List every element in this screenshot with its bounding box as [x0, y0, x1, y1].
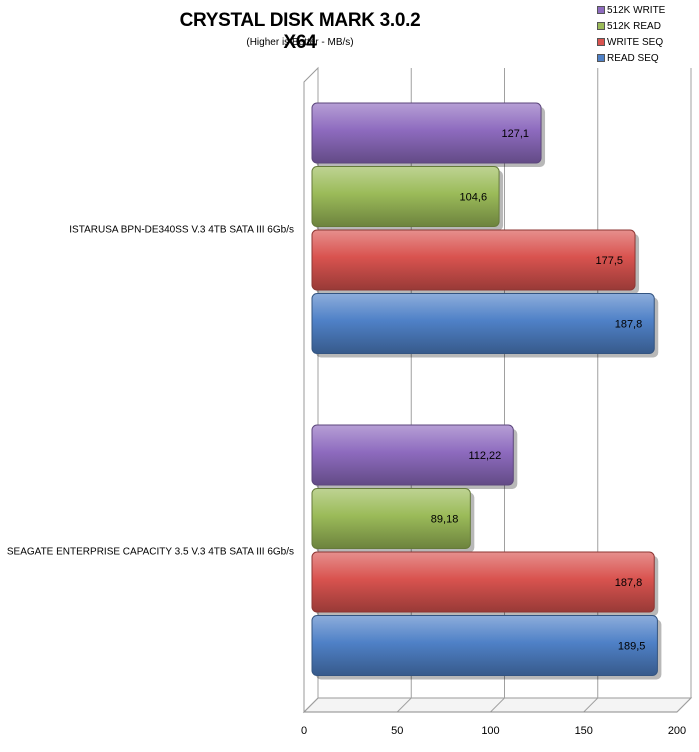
- gridline-floor-200: [676, 697, 692, 713]
- legend: 512K WRITE 512K READ WRITE SEQ READ SEQ: [597, 2, 665, 66]
- bar-512k-write: [311, 102, 542, 164]
- data-label: 112,22: [468, 450, 501, 462]
- legend-label-512k-read: 512K READ: [607, 20, 661, 32]
- gridline-floor-100: [490, 697, 505, 713]
- bar-512k-write: [311, 424, 514, 486]
- data-label: 187,8: [615, 319, 643, 331]
- legend-item-read-seq: READ SEQ: [597, 50, 665, 66]
- gridline-floor-150: [583, 697, 599, 713]
- chart-title: CRYSTAL DISK MARK 3.0.2 X64: [179, 10, 421, 53]
- legend-swatch-512k-write: [597, 6, 605, 14]
- legend-swatch-512k-read: [597, 22, 605, 30]
- data-label: 187,8: [615, 577, 643, 589]
- x-tick-label: 150: [575, 725, 593, 737]
- legend-item-write-seq: WRITE SEQ: [597, 34, 665, 50]
- bar-write-seq: [311, 229, 636, 291]
- gridline-floor-50: [396, 697, 412, 713]
- data-label: 89,18: [431, 514, 459, 526]
- legend-swatch-write-seq: [597, 38, 605, 46]
- legend-item-512k-write: 512K WRITE: [597, 2, 665, 18]
- legend-label-512k-write: 512K WRITE: [607, 4, 666, 16]
- bar-read-seq: [311, 615, 658, 676]
- legend-swatch-read-seq: [597, 54, 605, 62]
- bar-read-seq: [311, 293, 655, 354]
- legend-label-read-seq: READ SEQ: [607, 52, 659, 64]
- category-label: ISTARUSA BPN-DE340SS V.3 4TB SATA III 6G…: [69, 224, 294, 235]
- x-tick-label: 0: [301, 725, 307, 737]
- bar-write-seq: [311, 551, 655, 613]
- legend-label-write-seq: WRITE SEQ: [607, 36, 664, 48]
- category-label: SEAGATE ENTERPRISE CAPACITY 3.5 V.3 4TB …: [7, 546, 294, 557]
- gridline-floor-0: [303, 697, 319, 713]
- bar-512k-read: [311, 166, 500, 227]
- data-label: 189,5: [618, 641, 646, 653]
- data-label: 127,1: [502, 128, 530, 140]
- legend-item-512k-read: 512K READ: [597, 18, 665, 34]
- x-tick-label: 200: [668, 725, 686, 737]
- chart-subtitle: (Higher is Better - MB/s): [246, 37, 354, 48]
- data-label: 177,5: [596, 255, 624, 267]
- x-tick-label: 50: [391, 725, 403, 737]
- x-tick-label: 100: [481, 725, 499, 737]
- data-label: 104,6: [460, 192, 488, 204]
- bar-512k-read: [311, 488, 471, 549]
